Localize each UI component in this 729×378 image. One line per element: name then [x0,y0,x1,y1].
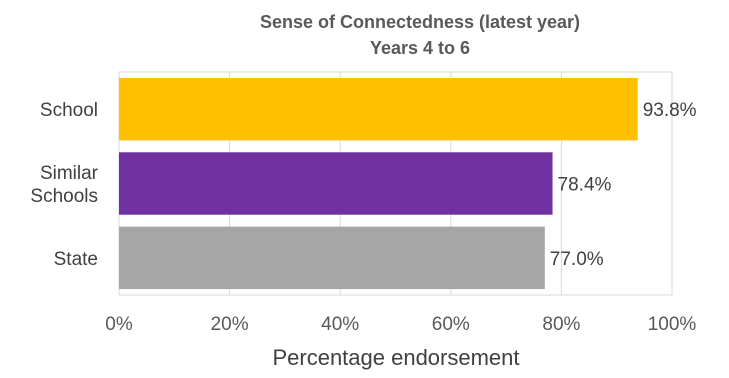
x-tick-label: 0% [105,314,133,335]
data-label: 78.4% [558,175,612,196]
x-tick-labels: 0% 20% 40% 60% 80% 100% [105,314,696,335]
x-tick-label: 100% [648,314,697,335]
category-label: School [40,100,98,121]
category-label: Schools [30,186,98,207]
x-tick-label: 80% [542,314,580,335]
category-label: Similar [40,163,99,184]
category-label: State [54,249,98,270]
data-label: 77.0% [550,249,604,270]
x-tick-label: 20% [211,314,249,335]
bar [119,77,638,141]
chart-title-line-1: Sense of Connectedness (latest year) [260,12,580,32]
bar [119,152,553,215]
x-axis-title: Percentage endorsement [272,345,519,370]
bars [119,77,638,290]
x-tick-label: 60% [432,314,470,335]
x-tick-label: 40% [321,314,359,335]
chart-title-line-2: Years 4 to 6 [370,38,470,58]
data-labels: 93.8% 78.4% 77.0% [550,100,697,270]
bar [119,226,545,290]
data-label: 93.8% [643,100,697,121]
